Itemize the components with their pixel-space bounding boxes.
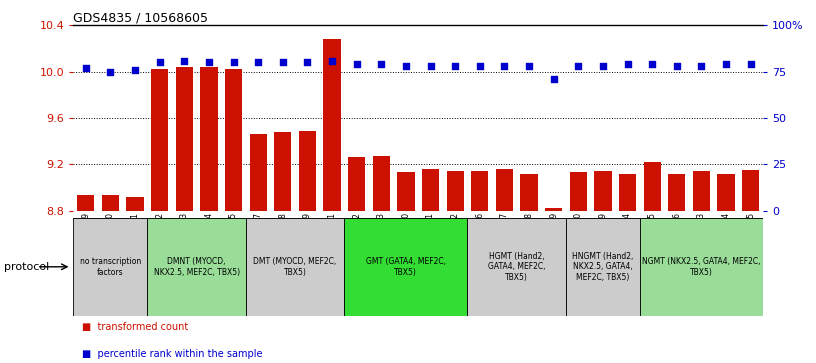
Point bbox=[350, 61, 363, 67]
Bar bbox=[148, 218, 246, 316]
Text: protocol: protocol bbox=[4, 262, 49, 272]
Text: ■  percentile rank within the sample: ■ percentile rank within the sample bbox=[82, 349, 262, 359]
Text: NGMT (NKX2.5, GATA4, MEF2C,
TBX5): NGMT (NKX2.5, GATA4, MEF2C, TBX5) bbox=[642, 257, 761, 277]
Bar bbox=[566, 218, 640, 316]
Point bbox=[424, 63, 437, 69]
Bar bbox=[348, 157, 366, 211]
Bar bbox=[102, 196, 119, 211]
Point bbox=[449, 63, 462, 69]
Text: no transcription
factors: no transcription factors bbox=[80, 257, 141, 277]
Text: HGMT (Hand2,
GATA4, MEF2C,
TBX5): HGMT (Hand2, GATA4, MEF2C, TBX5) bbox=[488, 252, 545, 282]
Point bbox=[720, 61, 733, 67]
Bar bbox=[644, 162, 661, 211]
Bar bbox=[323, 39, 340, 211]
Text: ■  transformed count: ■ transformed count bbox=[82, 322, 188, 332]
Text: GMT (GATA4, MEF2C,
TBX5): GMT (GATA4, MEF2C, TBX5) bbox=[366, 257, 446, 277]
Bar bbox=[545, 208, 562, 211]
Point bbox=[744, 61, 757, 67]
Point bbox=[104, 69, 117, 75]
Bar bbox=[693, 171, 710, 211]
Bar bbox=[299, 131, 316, 211]
Bar bbox=[225, 69, 242, 211]
Bar bbox=[717, 174, 734, 211]
Text: HNGMT (Hand2,
NKX2.5, GATA4,
MEF2C, TBX5): HNGMT (Hand2, NKX2.5, GATA4, MEF2C, TBX5… bbox=[572, 252, 633, 282]
Point bbox=[153, 60, 166, 65]
Bar bbox=[78, 196, 95, 211]
Text: GDS4835 / 10568605: GDS4835 / 10568605 bbox=[73, 11, 208, 24]
Bar bbox=[246, 218, 344, 316]
Bar bbox=[373, 156, 390, 211]
Point bbox=[695, 63, 708, 69]
Bar bbox=[446, 171, 463, 211]
Point bbox=[178, 58, 191, 64]
Point bbox=[301, 60, 314, 65]
Point bbox=[375, 61, 388, 67]
Point bbox=[498, 63, 511, 69]
Point bbox=[202, 60, 215, 65]
Point bbox=[596, 63, 610, 69]
Bar bbox=[471, 171, 489, 211]
Point bbox=[473, 63, 486, 69]
Bar bbox=[344, 218, 468, 316]
Bar bbox=[594, 171, 611, 211]
Point bbox=[79, 65, 92, 71]
Point bbox=[547, 76, 560, 82]
Bar bbox=[668, 174, 685, 211]
Bar bbox=[200, 67, 218, 211]
Point bbox=[128, 67, 141, 73]
Point bbox=[522, 63, 535, 69]
Point bbox=[277, 60, 290, 65]
Point bbox=[251, 60, 264, 65]
Bar bbox=[619, 174, 636, 211]
Point bbox=[645, 61, 659, 67]
Bar bbox=[496, 169, 513, 211]
Bar bbox=[126, 197, 144, 211]
Bar bbox=[73, 218, 148, 316]
Point bbox=[621, 61, 634, 67]
Point bbox=[227, 60, 240, 65]
Bar bbox=[397, 172, 415, 211]
Bar bbox=[274, 132, 291, 211]
Bar bbox=[742, 170, 759, 211]
Point bbox=[670, 63, 683, 69]
Bar bbox=[175, 67, 193, 211]
Point bbox=[326, 58, 339, 64]
Point bbox=[572, 63, 585, 69]
Point bbox=[399, 63, 412, 69]
Bar bbox=[521, 174, 538, 211]
Bar bbox=[250, 134, 267, 211]
Text: DMT (MYOCD, MEF2C,
TBX5): DMT (MYOCD, MEF2C, TBX5) bbox=[254, 257, 337, 277]
Bar bbox=[640, 218, 763, 316]
Bar bbox=[151, 69, 168, 211]
Text: DMNT (MYOCD,
NKX2.5, MEF2C, TBX5): DMNT (MYOCD, NKX2.5, MEF2C, TBX5) bbox=[153, 257, 240, 277]
Bar bbox=[468, 218, 566, 316]
Bar bbox=[570, 172, 587, 211]
Bar bbox=[422, 169, 439, 211]
